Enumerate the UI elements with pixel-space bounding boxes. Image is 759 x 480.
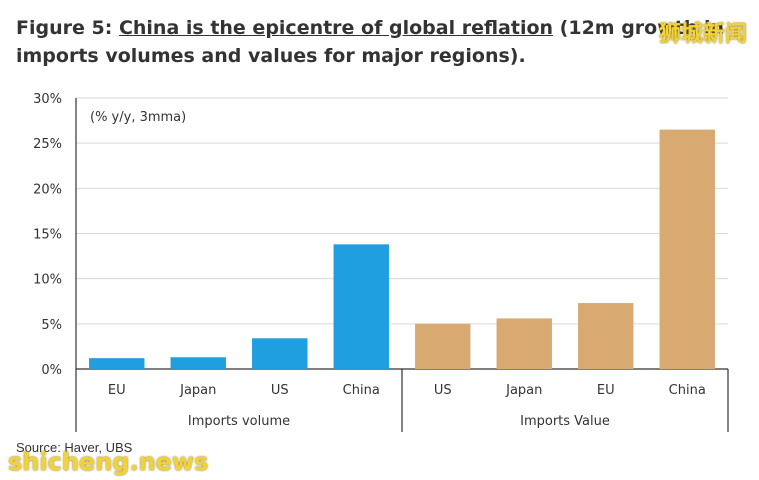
group-label: Imports Value: [520, 414, 610, 429]
y-tick-label: 15%: [33, 228, 62, 243]
title-prefix: Figure 5:: [16, 17, 119, 39]
y-tick-label: 10%: [33, 273, 62, 288]
watermark-bottom: shicheng.news: [8, 448, 209, 476]
title-suffix: (12m growth in imports volumes and value…: [16, 17, 725, 67]
category-label: EU: [597, 383, 615, 398]
category-label: EU: [108, 383, 126, 398]
bar-eu-1: [578, 303, 634, 369]
bar-us-0: [252, 338, 308, 369]
bar-japan-1: [496, 318, 552, 369]
y-tick-label: 30%: [33, 92, 62, 107]
category-label: China: [343, 383, 380, 398]
y-tick-label: 20%: [33, 182, 62, 197]
bar-eu-0: [89, 358, 145, 369]
y-tick-label: 0%: [41, 363, 62, 378]
watermark-top: 狮城新闻: [658, 22, 747, 47]
category-label: US: [434, 383, 452, 398]
group-label: Imports volume: [188, 414, 290, 429]
bar-china-0: [333, 244, 389, 369]
unit-note: (% y/y, 3mma): [90, 110, 186, 125]
y-tick-label: 5%: [41, 318, 62, 333]
category-label: Japan: [505, 383, 542, 398]
category-label: Japan: [179, 383, 216, 398]
title-underlined: China is the epicentre of global reflati…: [118, 17, 554, 39]
y-tick-label: 25%: [33, 137, 62, 152]
bar-us-1: [415, 323, 471, 369]
category-label: China: [669, 383, 706, 398]
bar-china-1: [659, 129, 715, 369]
bar-japan-0: [170, 357, 226, 369]
source-note: Source: Haver, UBS: [16, 440, 133, 455]
chart-title: Figure 5: China is the epicentre of glob…: [16, 14, 751, 70]
category-label: US: [271, 383, 289, 398]
